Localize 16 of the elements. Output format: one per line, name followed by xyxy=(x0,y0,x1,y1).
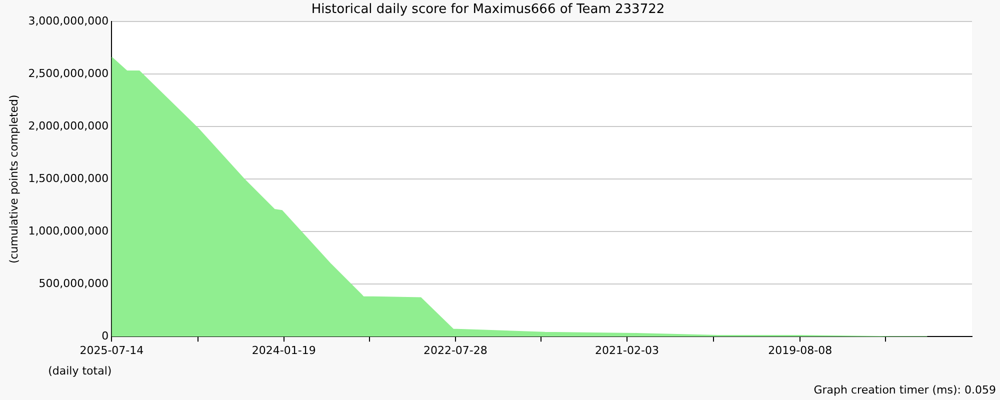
x-tick-label: 2022-07-28 xyxy=(423,344,488,358)
x-tick-label: 2024-01-19 xyxy=(252,344,316,358)
chart-title: Historical daily score for Maximus666 of Team 233722 xyxy=(311,2,665,18)
x-tick-label: 2019-08-08 xyxy=(768,344,832,358)
y-tick-label: 0 xyxy=(102,329,109,342)
y-tick-label: 2,500,000,000 xyxy=(28,66,109,80)
y-tick-label: 1,500,000,000 xyxy=(28,172,109,185)
y-tick-label: 500,000,000 xyxy=(38,276,109,290)
y-axis-title: (cumulative points completed) xyxy=(7,94,20,264)
y-tick-label: 2,000,000,000 xyxy=(28,119,109,132)
text: Graph creation timer (ms): 0.059 xyxy=(814,383,996,396)
x-tick-label: 2021-02-03 xyxy=(595,344,659,358)
y-tick-label: 1,000,000,000 xyxy=(28,224,109,238)
y-tick-label: 3,000,000,000 xyxy=(28,14,109,28)
x-tick-label: 2025-07-14 xyxy=(80,344,144,358)
x-axis-title: (daily total) xyxy=(48,364,112,378)
